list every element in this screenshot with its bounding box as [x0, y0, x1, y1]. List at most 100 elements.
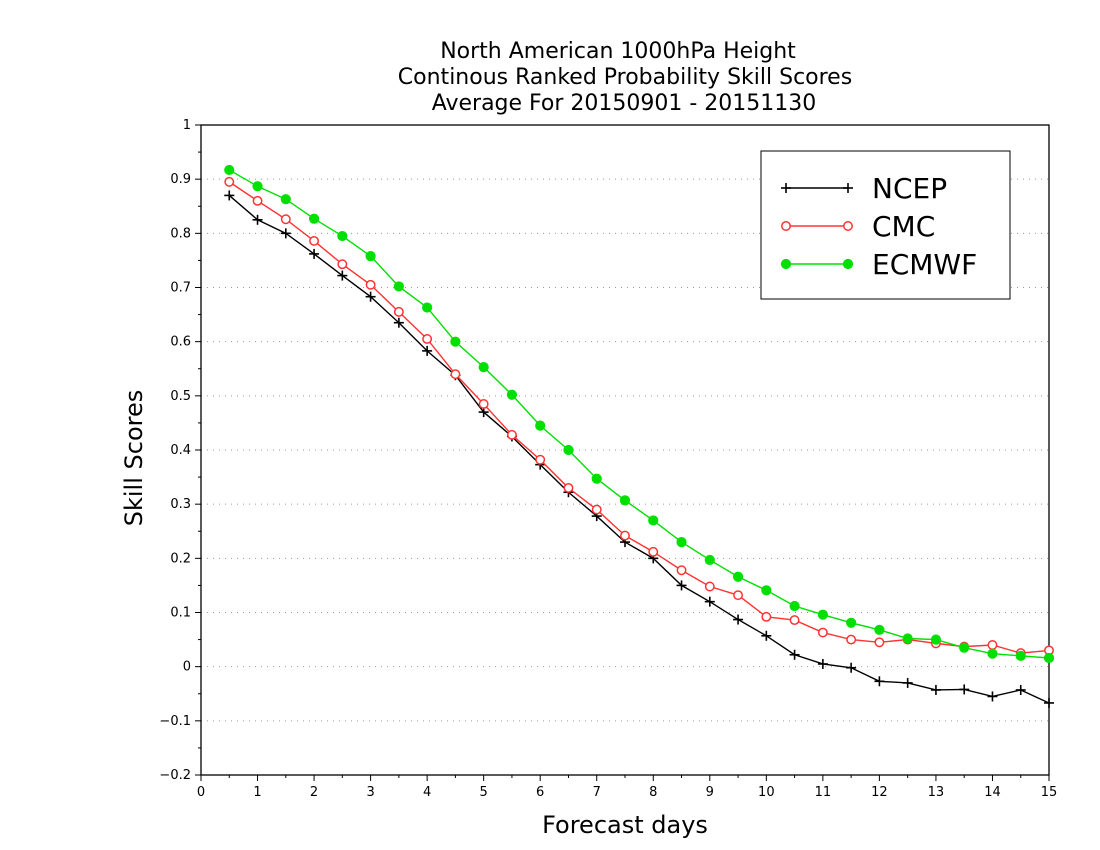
data-point: [789, 600, 800, 612]
x-tick-label: 7: [593, 785, 601, 800]
data-point: [817, 658, 828, 669]
y-tick-label: 0.7: [170, 281, 191, 296]
y-axis-ticks: −0.2 −0.1 0 0.1 0.2 0.3 0.4 0.5 0.6 0.7 0.8 0.9 1: [159, 118, 201, 783]
data-point: [761, 611, 772, 622]
data-point: [478, 362, 489, 373]
legend-item-cmc: CMC: [781, 210, 935, 243]
x-tick-label: 3: [366, 785, 374, 800]
x-tick-label: 15: [1041, 785, 1058, 800]
data-point: [846, 662, 857, 673]
data-point: [959, 684, 970, 695]
data-point: [393, 317, 404, 328]
data-point: [280, 228, 291, 239]
data-point: [252, 195, 263, 206]
data-point: [224, 176, 235, 187]
y-tick-label: 0.8: [170, 226, 191, 241]
x-tick-label: 6: [536, 785, 544, 800]
data-point: [987, 691, 998, 702]
y-tick-label: 0.1: [170, 606, 191, 621]
data-point: [1044, 697, 1054, 708]
data-point: [704, 581, 715, 592]
x-tick-label: 13: [928, 785, 945, 800]
data-point: [450, 336, 461, 347]
title-line-2: Continous Ranked Probability Skill Score…: [398, 65, 852, 90]
data-point: [591, 473, 602, 484]
y-tick-label: 0.3: [170, 497, 191, 512]
y-tick-label: 0.4: [170, 443, 191, 458]
data-point: [817, 609, 828, 620]
x-tick-label: 9: [706, 785, 714, 800]
data-point: [676, 536, 687, 548]
data-point: [902, 633, 913, 644]
data-point: [308, 213, 320, 224]
legend: NCEP CMC ECMWF: [760, 150, 1011, 300]
legend-item-ncep: NCEP: [781, 172, 947, 205]
y-tick-label: 0: [183, 660, 191, 675]
data-point: [422, 302, 433, 313]
y-tick-label: −0.2: [159, 768, 191, 783]
data-point: [393, 306, 404, 317]
x-tick-label: 10: [758, 785, 775, 800]
data-point: [309, 248, 320, 259]
data-point: [930, 684, 941, 695]
data-point: [780, 258, 792, 270]
data-point: [620, 530, 630, 541]
x-tick-label: 8: [649, 785, 657, 800]
data-point: [761, 585, 772, 596]
y-tick-label: −0.1: [159, 714, 191, 729]
data-point: [846, 634, 857, 645]
data-point: [959, 642, 970, 653]
x-tick-label: 11: [815, 785, 832, 800]
data-point: [732, 571, 744, 582]
data-point: [842, 258, 854, 270]
series-ecmwf: [224, 164, 1055, 664]
title-line-3: Average For 20150901 - 20151130: [432, 91, 817, 116]
data-point: [365, 250, 376, 262]
y-tick-label: 0.2: [170, 551, 191, 566]
x-axis-label: Forecast days: [542, 811, 708, 839]
data-point: [846, 617, 857, 628]
data-point: [252, 181, 263, 192]
data-point: [902, 677, 913, 688]
legend-item-ecmwf: ECMWF: [780, 248, 977, 281]
data-point: [987, 640, 998, 650]
series-layer: [224, 164, 1055, 708]
x-tick-label: 14: [984, 785, 1001, 800]
data-point: [224, 190, 235, 201]
data-point: [874, 637, 885, 648]
y-tick-label: 0.9: [170, 172, 191, 187]
data-point: [337, 259, 348, 270]
data-point: [987, 648, 998, 659]
data-point: [337, 270, 348, 281]
data-point: [789, 649, 800, 660]
data-point: [761, 630, 772, 641]
title-line-1: North American 1000hPa Height: [440, 39, 796, 64]
data-point: [478, 399, 489, 409]
data-point: [874, 624, 885, 635]
legend-label: NCEP: [872, 172, 947, 205]
data-point: [393, 281, 404, 292]
data-point: [535, 454, 546, 465]
legend-box: [760, 150, 1011, 300]
data-point: [704, 596, 715, 607]
data-point: [224, 164, 235, 176]
data-point: [733, 614, 744, 625]
legend-label: ECMWF: [872, 248, 977, 281]
data-point: [252, 214, 263, 225]
data-point: [337, 230, 348, 242]
data-point: [280, 214, 291, 225]
data-point: [648, 546, 659, 557]
data-point: [563, 482, 574, 493]
data-point: [309, 235, 320, 246]
data-point: [789, 615, 800, 626]
data-point: [874, 676, 885, 687]
x-axis-ticks: 0 1 2 3 4 5 6 7 8 9 10 11 12 13 14 15: [197, 775, 1057, 800]
y-tick-label: 0.6: [170, 335, 191, 350]
x-tick-label: 5: [480, 785, 488, 800]
data-point: [619, 495, 631, 506]
y-axis-label: Skill Scores: [120, 390, 148, 527]
data-point: [1043, 652, 1055, 664]
data-point: [676, 565, 687, 576]
data-point: [450, 369, 461, 380]
data-point: [506, 429, 517, 440]
